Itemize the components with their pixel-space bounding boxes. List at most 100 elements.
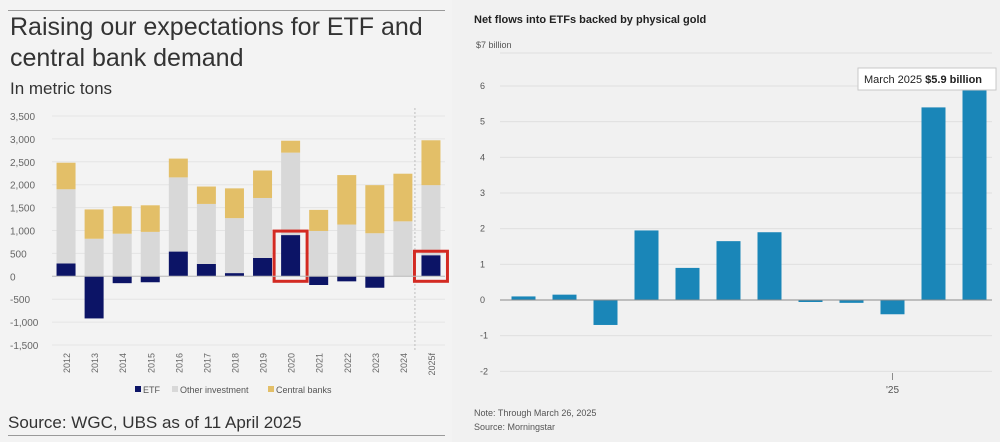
y-tick-label: -1,000 <box>10 318 39 329</box>
right-chart-panel: Net flows into ETFs backed by physical g… <box>452 0 1000 442</box>
bar-etf <box>281 235 301 277</box>
bar-other-investment <box>196 203 216 264</box>
x-tick-label: 2025f <box>427 353 437 376</box>
y-tick-label: 4 <box>480 152 485 162</box>
annotation-value: $5.9 billion <box>925 74 982 86</box>
source-text: Source: Morningstar <box>474 422 556 432</box>
x-tick-label: 2014 <box>118 353 128 373</box>
y-tick-label: 5 <box>480 117 485 127</box>
bar-other-investment <box>309 230 329 277</box>
bar-other-investment <box>84 238 104 277</box>
left-chart-subtitle: In metric tons <box>10 79 113 98</box>
y-tick-label: 500 <box>10 249 27 260</box>
bar-central-banks <box>253 170 273 198</box>
x-tick-label: '25 <box>886 385 899 396</box>
flow-bar <box>839 300 864 303</box>
top-rule <box>8 10 445 11</box>
bar-other-investment <box>365 233 385 277</box>
bar-central-banks <box>365 185 385 234</box>
bar-etf <box>421 255 441 277</box>
x-tick-label: 2019 <box>259 353 269 373</box>
y-tick-label: 2 <box>480 224 485 234</box>
bar-etf <box>309 276 329 286</box>
flow-bar <box>593 300 618 325</box>
bar-other-investment <box>337 224 357 277</box>
right-chart-title: Net flows into ETFs backed by physical g… <box>474 14 707 26</box>
bar-other-investment <box>421 185 441 256</box>
x-tick-label: 2018 <box>230 353 240 373</box>
bar-etf <box>337 276 357 282</box>
bar-etf <box>224 273 244 277</box>
bar-central-banks <box>56 162 76 190</box>
highlight-box-2020 <box>272 229 309 283</box>
right-chart-unit: $7 billion <box>476 40 512 50</box>
y-tick-label: 2,000 <box>10 181 35 192</box>
y-tick-label: -1 <box>480 331 488 341</box>
flow-bar <box>921 107 946 301</box>
y-tick-label: 2,500 <box>10 158 35 169</box>
flow-bar <box>757 232 782 300</box>
bar-etf <box>112 276 132 284</box>
y-tick-label: 6 <box>480 81 485 91</box>
bar-other-investment <box>56 189 76 264</box>
right-chart-svg: 6 5 4 3 2 1 0 -1 -2 '25 March 2025 $5.9 billion <box>480 52 997 396</box>
bar-etf <box>365 276 385 288</box>
bar-other-investment <box>393 221 413 277</box>
y-tick-label: 0 <box>480 295 485 305</box>
bar-other-investment <box>168 177 188 252</box>
left-chart-svg: 3,500 3,000 2,500 2,000 1,500 1,000 500 0 -500 -1… <box>10 108 449 395</box>
y-tick-label: 1,500 <box>10 204 35 215</box>
legend-label: Other investment <box>180 385 249 395</box>
note-text: Note: Through March 26, 2025 <box>474 408 597 418</box>
y-tick-label: 0 <box>10 272 16 283</box>
x-tick-label: 2015 <box>146 353 156 373</box>
bar-other-investment <box>224 218 244 274</box>
legend-label: Central banks <box>276 385 332 395</box>
legend-label: ETF <box>143 385 161 395</box>
y-tick-label: -1,500 <box>10 341 39 352</box>
x-tick-label: 2012 <box>62 353 72 373</box>
bar-central-banks <box>224 188 244 219</box>
x-tick-label: 2023 <box>371 353 381 373</box>
bar-central-banks <box>309 209 329 231</box>
bar-central-banks <box>393 173 413 222</box>
x-tick-label: 2020 <box>287 353 297 373</box>
bar-central-banks <box>140 205 160 232</box>
bar-other-investment <box>281 152 301 236</box>
y-tick-label: 3,500 <box>10 112 35 123</box>
bar-other-investment <box>112 233 132 277</box>
bar-other-investment <box>140 231 160 277</box>
bar-central-banks <box>196 186 216 204</box>
flow-bar <box>511 296 536 300</box>
bar-central-banks <box>84 209 104 239</box>
bar-central-banks <box>421 140 441 186</box>
left-chart-panel: Raising our expectations for ETF and cen… <box>0 0 452 442</box>
bar-central-banks <box>168 158 188 178</box>
legend-swatch <box>135 386 141 392</box>
bar-other-investment <box>253 197 273 258</box>
left-chart-source: Source: WGC, UBS as of 11 April 2025 <box>8 413 302 432</box>
bar-etf <box>56 263 76 277</box>
bottom-rule <box>8 435 445 436</box>
bar-central-banks <box>112 206 132 234</box>
legend-swatch <box>268 386 274 392</box>
bar-central-banks <box>281 140 301 153</box>
bar-etf <box>84 276 104 319</box>
flow-bar <box>675 267 700 300</box>
bar-etf <box>253 257 273 277</box>
y-tick-label: 1 <box>480 259 485 269</box>
legend-swatch <box>172 386 178 392</box>
x-tick-label: 2024 <box>399 353 409 373</box>
bar-central-banks <box>337 175 357 225</box>
y-tick-label: 1,000 <box>10 227 35 238</box>
annotation-label: March 2025 <box>864 74 925 86</box>
annotation-box <box>857 67 997 91</box>
bar-etf <box>168 251 188 277</box>
flow-bar <box>716 241 741 300</box>
x-tick-label: 2021 <box>315 353 325 373</box>
flow-bar <box>798 300 823 302</box>
flow-bar <box>634 230 659 300</box>
x-tick-label: 2022 <box>343 353 353 373</box>
bar-etf <box>140 276 160 283</box>
flow-bar <box>552 294 577 300</box>
